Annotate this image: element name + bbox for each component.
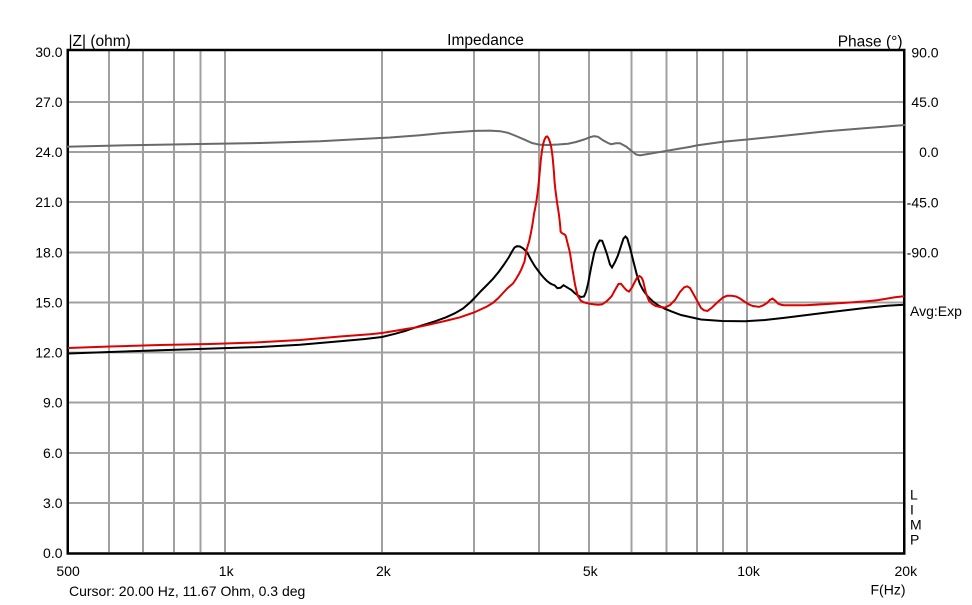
svg-text:I: I [910,502,914,518]
svg-text:500: 500 [56,563,80,579]
svg-text:24.0: 24.0 [35,144,62,160]
svg-text:90.0: 90.0 [911,44,938,60]
svg-text:2k: 2k [376,563,392,579]
svg-text:18.0: 18.0 [35,244,62,260]
svg-text:Cursor: 20.00 Hz, 11.67 Ohm, 0: Cursor: 20.00 Hz, 11.67 Ohm, 0.3 deg [69,583,305,599]
svg-text:L: L [910,487,918,503]
svg-text:M: M [910,517,922,533]
svg-text:Phase (°): Phase (°) [838,34,903,51]
svg-text:9.0: 9.0 [43,395,63,411]
svg-text:45.0: 45.0 [911,94,938,110]
svg-text:|Z| (ohm): |Z| (ohm) [69,33,131,50]
svg-text:1k: 1k [219,563,235,579]
svg-text:21.0: 21.0 [35,194,62,210]
svg-text:30.0: 30.0 [35,44,62,60]
svg-text:Avg:Exp: Avg:Exp [910,303,962,319]
svg-text:12.0: 12.0 [35,345,62,361]
svg-text:27.0: 27.0 [35,94,62,110]
svg-text:-90.0: -90.0 [907,245,939,261]
svg-text:F(Hz): F(Hz) [871,582,906,598]
svg-text:6.0: 6.0 [43,445,63,461]
svg-text:10k: 10k [737,563,761,579]
svg-text:Impedance: Impedance [447,32,524,49]
svg-text:-45.0: -45.0 [907,194,939,210]
svg-text:15.0: 15.0 [35,294,62,310]
svg-text:3.0: 3.0 [43,495,63,511]
svg-text:P: P [910,532,919,548]
svg-text:0.0: 0.0 [43,545,63,561]
svg-text:5k: 5k [583,563,599,579]
svg-text:20k: 20k [895,563,919,579]
svg-text:0.0: 0.0 [919,144,939,160]
